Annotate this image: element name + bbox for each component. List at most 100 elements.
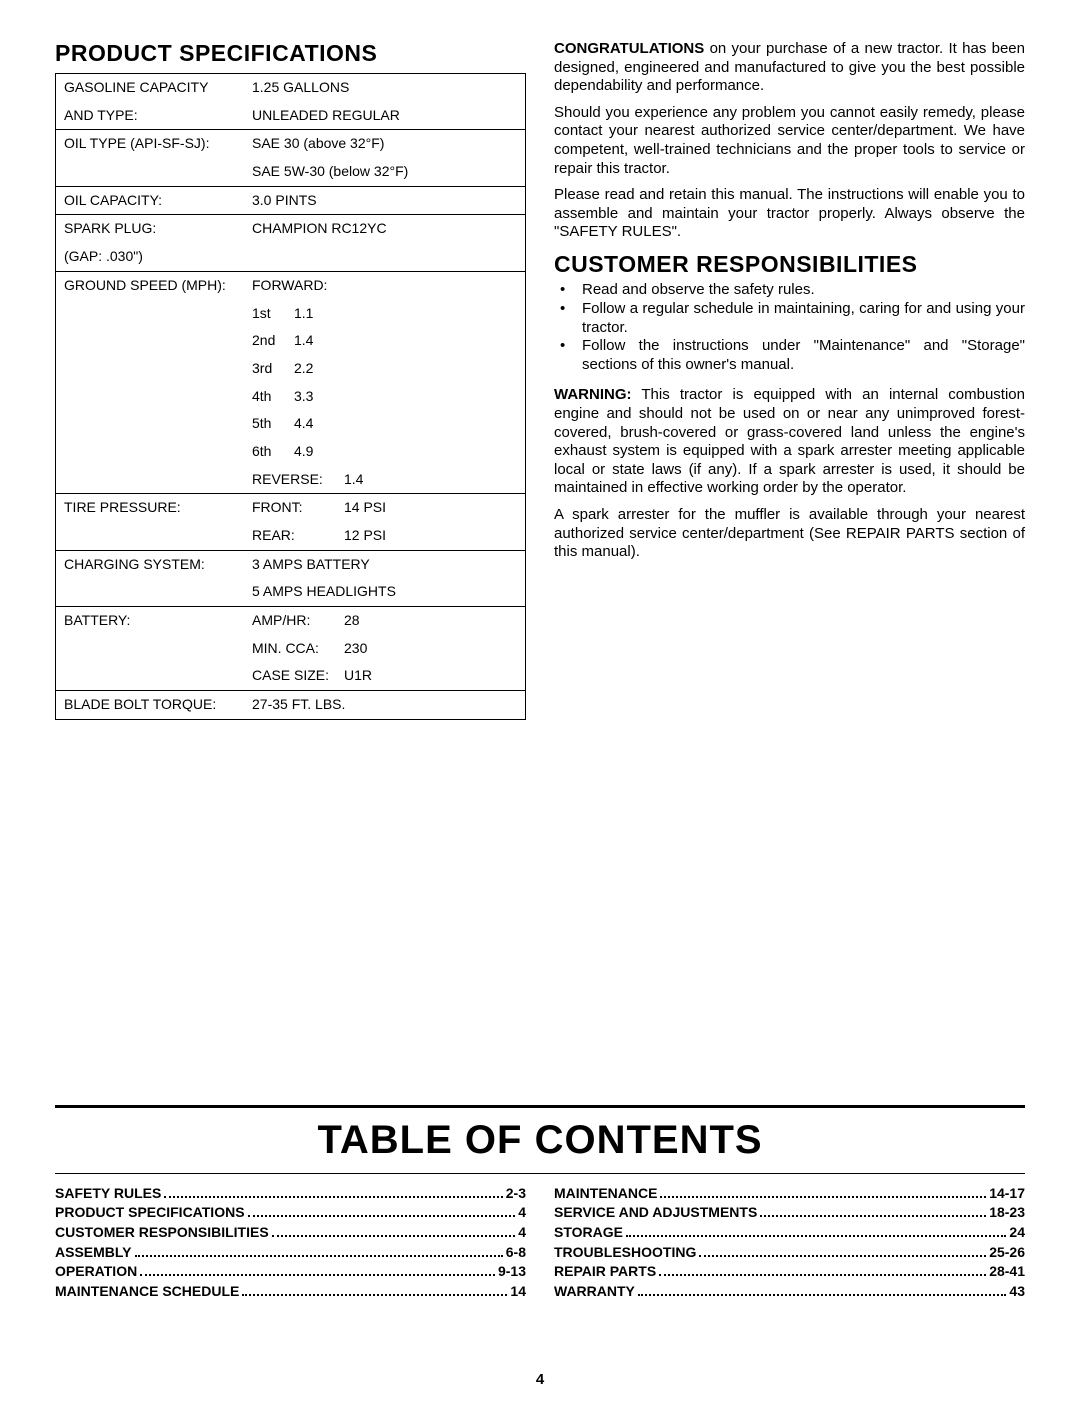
reverse-label: REVERSE:	[252, 469, 344, 491]
toc-dots	[248, 1215, 516, 1217]
battery-case-value: U1R	[344, 665, 372, 687]
spec-label: SPARK PLUG:	[64, 218, 252, 240]
toc-entry: STORAGE24	[554, 1223, 1025, 1243]
toc-dots	[660, 1196, 986, 1198]
spec-label: GROUND SPEED (MPH):	[64, 275, 252, 297]
toc-page: 2-3	[506, 1184, 526, 1204]
warning-bold: WARNING:	[554, 386, 632, 403]
toc-page: 28-41	[989, 1262, 1025, 1282]
gear-label: 3rd	[252, 358, 294, 380]
toc-dots	[699, 1255, 986, 1257]
table-of-contents: TABLE OF CONTENTS SAFETY RULES2-3PRODUCT…	[55, 1105, 1025, 1302]
spec-label: (GAP: .030")	[64, 246, 252, 268]
toc-heading: TABLE OF CONTENTS	[55, 1118, 1025, 1163]
toc-dots	[140, 1274, 495, 1276]
bullet-text: Follow a regular schedule in maintaining…	[582, 300, 1025, 337]
battery-amp-value: 28	[344, 610, 360, 632]
tire-rear-value: 12 PSI	[344, 525, 386, 547]
toc-label: MAINTENANCE SCHEDULE	[55, 1282, 239, 1302]
toc-page: 6-8	[506, 1243, 526, 1263]
spec-label: OIL TYPE (API-SF-SJ):	[64, 133, 252, 155]
spec-value: FORWARD:	[252, 275, 517, 297]
gear-label: 4th	[252, 386, 294, 408]
spec-label: BATTERY:	[64, 610, 252, 632]
reverse-value: 1.4	[344, 469, 363, 491]
congrats-bold: CONGRATULATIONS	[554, 40, 704, 57]
toc-dots	[626, 1235, 1006, 1237]
tire-front-value: 14 PSI	[344, 497, 386, 519]
spec-value: SAE 30 (above 32°F)	[252, 133, 517, 155]
spec-value: SAE 5W-30 (below 32°F)	[252, 161, 517, 183]
spec-label	[64, 161, 252, 183]
gear-value: 4.9	[294, 441, 313, 463]
toc-page: 24	[1009, 1223, 1025, 1243]
gear-label: 5th	[252, 413, 294, 435]
specifications-table: GASOLINE CAPACITY 1.25 GALLONS AND TYPE:…	[55, 73, 526, 720]
toc-dots	[164, 1196, 502, 1198]
toc-dots	[135, 1255, 503, 1257]
toc-page: 43	[1009, 1282, 1025, 1302]
toc-entry: TROUBLESHOOTING 25-26	[554, 1243, 1025, 1263]
toc-dots	[242, 1294, 507, 1296]
toc-page: 4	[518, 1223, 526, 1243]
tire-rear-label: REAR:	[252, 525, 344, 547]
toc-page: 18-23	[989, 1203, 1025, 1223]
toc-entry: WARRANTY 43	[554, 1282, 1025, 1302]
toc-dots	[638, 1294, 1007, 1296]
toc-dots	[760, 1215, 986, 1217]
toc-page: 14-17	[989, 1184, 1025, 1204]
spark-arrester-paragraph: A spark arrester for the muffler is avai…	[554, 506, 1025, 562]
spec-label: GASOLINE CAPACITY	[64, 77, 252, 99]
toc-entry: SAFETY RULES2-3	[55, 1184, 526, 1204]
spec-value: 1.25 GALLONS	[252, 77, 517, 99]
toc-dots	[659, 1274, 986, 1276]
bullet-icon: •	[554, 337, 582, 374]
toc-right-column: MAINTENANCE 14-17 SERVICE AND ADJUSTMENTS 1…	[554, 1184, 1025, 1302]
toc-entry: ASSEMBLY 6-8	[55, 1243, 526, 1263]
toc-label: MAINTENANCE	[554, 1184, 657, 1204]
spec-value: 3 AMPS BATTERY	[252, 554, 517, 576]
toc-page: 4	[518, 1203, 526, 1223]
toc-label: WARRANTY	[554, 1282, 635, 1302]
bullet-icon: •	[554, 300, 582, 337]
toc-label: PRODUCT SPECIFICATIONS	[55, 1203, 245, 1223]
spec-label: AND TYPE:	[64, 105, 252, 127]
page-number: 4	[55, 1371, 1025, 1388]
spec-label: OIL CAPACITY:	[64, 190, 252, 212]
spec-value: CHAMPION RC12YC	[252, 218, 517, 240]
spec-label: TIRE PRESSURE:	[64, 497, 252, 519]
toc-page: 25-26	[989, 1243, 1025, 1263]
bullet-text: Follow the instructions under "Maintenan…	[582, 337, 1025, 374]
toc-entry: SERVICE AND ADJUSTMENTS 18-23	[554, 1203, 1025, 1223]
toc-page: 14	[510, 1282, 526, 1302]
toc-entry: CUSTOMER RESPONSIBILITIES 4	[55, 1223, 526, 1243]
spec-value: 5 AMPS HEADLIGHTS	[252, 581, 517, 603]
service-paragraph: Should you experience any problem you ca…	[554, 104, 1025, 178]
toc-entry: MAINTENANCE 14-17	[554, 1184, 1025, 1204]
toc-label: REPAIR PARTS	[554, 1262, 656, 1282]
gear-label: 1st	[252, 303, 294, 325]
battery-case-label: CASE SIZE:	[252, 665, 344, 687]
spec-value: UNLEADED REGULAR	[252, 105, 517, 127]
toc-left-column: SAFETY RULES2-3PRODUCT SPECIFICATIONS4CU…	[55, 1184, 526, 1302]
gear-value: 2.2	[294, 358, 313, 380]
warning-paragraph: WARNING: This tractor is equipped with a…	[554, 386, 1025, 498]
battery-amp-label: AMP/HR:	[252, 610, 344, 632]
battery-cca-label: MIN. CCA:	[252, 638, 344, 660]
toc-label: TROUBLESHOOTING	[554, 1243, 696, 1263]
responsibilities-list: •Read and observe the safety rules. •Fol…	[554, 281, 1025, 374]
gear-value: 3.3	[294, 386, 313, 408]
toc-entry: OPERATION9-13	[55, 1262, 526, 1282]
spec-value: 3.0 PINTS	[252, 190, 517, 212]
gear-value: 4.4	[294, 413, 313, 435]
spec-label: BLADE BOLT TORQUE:	[64, 694, 252, 716]
toc-entry: MAINTENANCE SCHEDULE 14	[55, 1282, 526, 1302]
toc-label: CUSTOMER RESPONSIBILITIES	[55, 1223, 269, 1243]
toc-entry: PRODUCT SPECIFICATIONS 4	[55, 1203, 526, 1223]
gear-value: 1.1	[294, 303, 313, 325]
toc-label: ASSEMBLY	[55, 1243, 132, 1263]
toc-label: SERVICE AND ADJUSTMENTS	[554, 1203, 757, 1223]
bullet-text: Read and observe the safety rules.	[582, 281, 1025, 300]
tire-front-label: FRONT:	[252, 497, 344, 519]
toc-entry: REPAIR PARTS 28-41	[554, 1262, 1025, 1282]
